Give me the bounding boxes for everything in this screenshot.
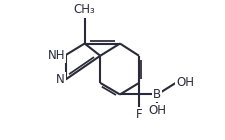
Text: OH: OH — [176, 76, 194, 89]
Text: OH: OH — [148, 104, 166, 117]
Text: N: N — [56, 73, 65, 86]
Text: F: F — [136, 108, 142, 121]
Text: CH₃: CH₃ — [74, 3, 96, 16]
Text: NH: NH — [47, 49, 65, 62]
Text: B: B — [153, 88, 161, 101]
